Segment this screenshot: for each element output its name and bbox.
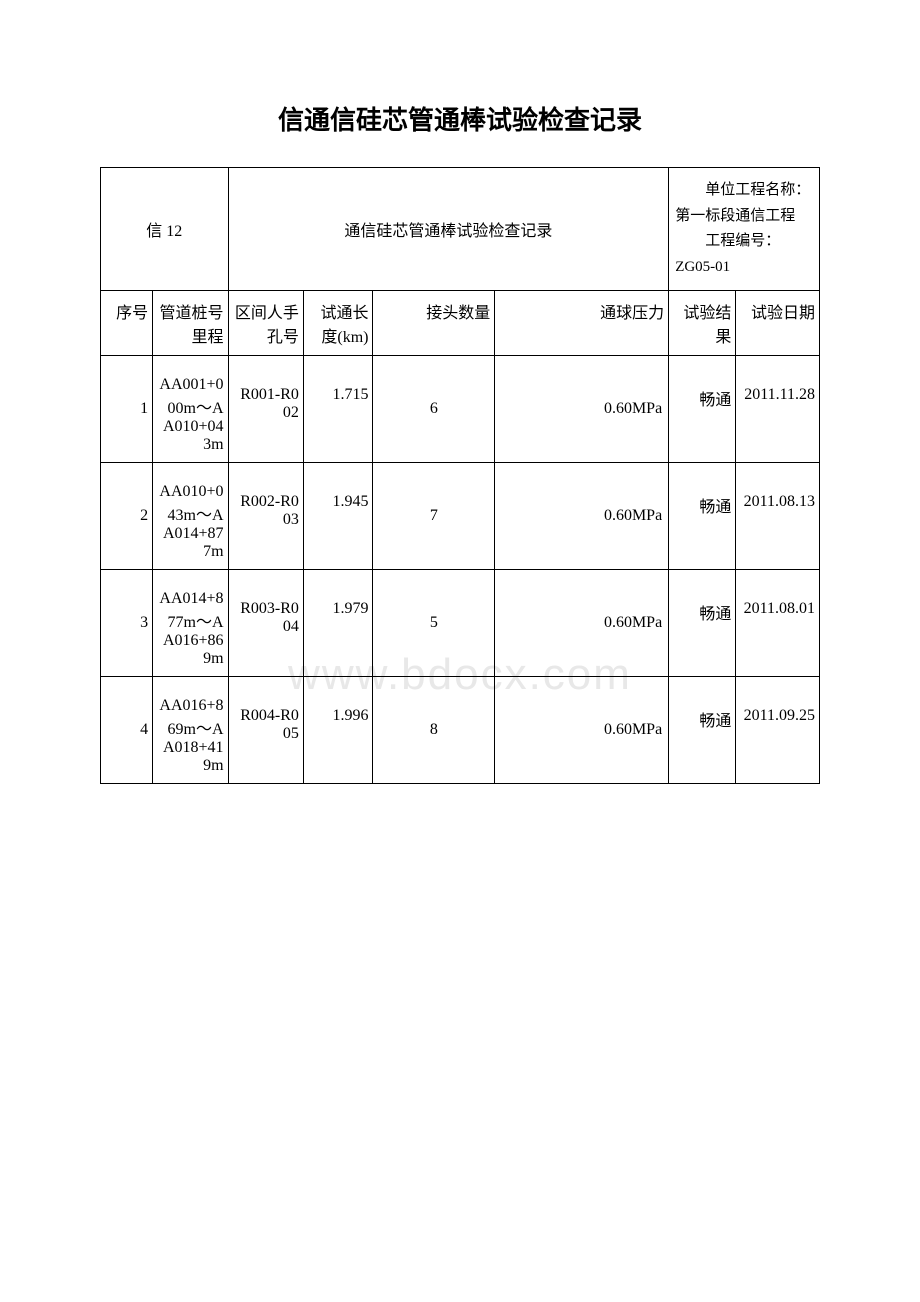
col-result: 试验结果 — [669, 291, 736, 356]
table-row: 3 AA014+877m～AA016+869m R003-R004 1.979 … — [101, 570, 820, 677]
cell-manhole: R002-R003 — [228, 463, 303, 570]
cell-date: 2011.08.13 — [736, 463, 820, 570]
cell-seq: 4 — [101, 677, 153, 784]
cell-joints: 6 — [373, 356, 495, 463]
cell-result: 畅通 — [669, 463, 736, 570]
record-table: 信 12 通信硅芯管通棒试验检查记录 单位工程名称： 第一标段通信工程 工程编号… — [100, 167, 820, 784]
col-seq: 序号 — [101, 291, 153, 356]
project-info-cell: 单位工程名称： 第一标段通信工程 工程编号： ZG05-01 — [669, 168, 820, 291]
cell-length: 1.996 — [303, 677, 373, 784]
cell-joints: 8 — [373, 677, 495, 784]
cell-pressure: 0.60MPa — [495, 463, 669, 570]
cell-joints: 7 — [373, 463, 495, 570]
cell-pile: AA016+869m～AA018+419m — [153, 677, 228, 784]
col-pressure: 通球压力 — [495, 291, 669, 356]
cell-date: 2011.09.25 — [736, 677, 820, 784]
table-row: 2 AA010+043m～AA014+877m R002-R003 1.945 … — [101, 463, 820, 570]
cell-pile: AA001+000m～AA010+043m — [153, 356, 228, 463]
cell-pressure: 0.60MPa — [495, 356, 669, 463]
cell-seq: 3 — [101, 570, 153, 677]
page-title: 信通信硅芯管通棒试验检查记录 — [100, 100, 820, 137]
cell-result: 畅通 — [669, 570, 736, 677]
proj-label: 工程编号： — [675, 229, 813, 255]
col-joints: 接头数量 — [373, 291, 495, 356]
cell-manhole: R001-R002 — [228, 356, 303, 463]
col-length: 试通长度(km) — [303, 291, 373, 356]
unit-label: 单位工程名称： — [675, 178, 813, 204]
cell-pile: AA014+877m～AA016+869m — [153, 570, 228, 677]
cell-joints: 5 — [373, 570, 495, 677]
col-pile: 管道桩号里程 — [153, 291, 228, 356]
cell-pile: AA010+043m～AA014+877m — [153, 463, 228, 570]
cell-length: 1.945 — [303, 463, 373, 570]
cell-manhole: R003-R004 — [228, 570, 303, 677]
cell-length: 1.715 — [303, 356, 373, 463]
cell-pressure: 0.60MPa — [495, 570, 669, 677]
table-header-row: 信 12 通信硅芯管通棒试验检查记录 单位工程名称： 第一标段通信工程 工程编号… — [101, 168, 820, 291]
cell-seq: 2 — [101, 463, 153, 570]
column-header-row: 序号 管道桩号里程 区间人手孔号 试通长度(km) 接头数量 通球压力 试验结果… — [101, 291, 820, 356]
col-date: 试验日期 — [736, 291, 820, 356]
table-row: 4 AA016+869m～AA018+419m R004-R005 1.996 … — [101, 677, 820, 784]
proj-value: ZG05-01 — [675, 259, 730, 275]
form-number-cell: 信 12 — [101, 168, 229, 291]
unit-value: 第一标段通信工程 — [675, 208, 795, 224]
col-manhole: 区间人手孔号 — [228, 291, 303, 356]
cell-length: 1.979 — [303, 570, 373, 677]
form-title-cell: 通信硅芯管通棒试验检查记录 — [228, 168, 669, 291]
cell-result: 畅通 — [669, 677, 736, 784]
cell-date: 2011.08.01 — [736, 570, 820, 677]
cell-manhole: R004-R005 — [228, 677, 303, 784]
cell-seq: 1 — [101, 356, 153, 463]
cell-date: 2011.11.28 — [736, 356, 820, 463]
table-row: 1 AA001+000m～AA010+043m R001-R002 1.715 … — [101, 356, 820, 463]
cell-pressure: 0.60MPa — [495, 677, 669, 784]
cell-result: 畅通 — [669, 356, 736, 463]
